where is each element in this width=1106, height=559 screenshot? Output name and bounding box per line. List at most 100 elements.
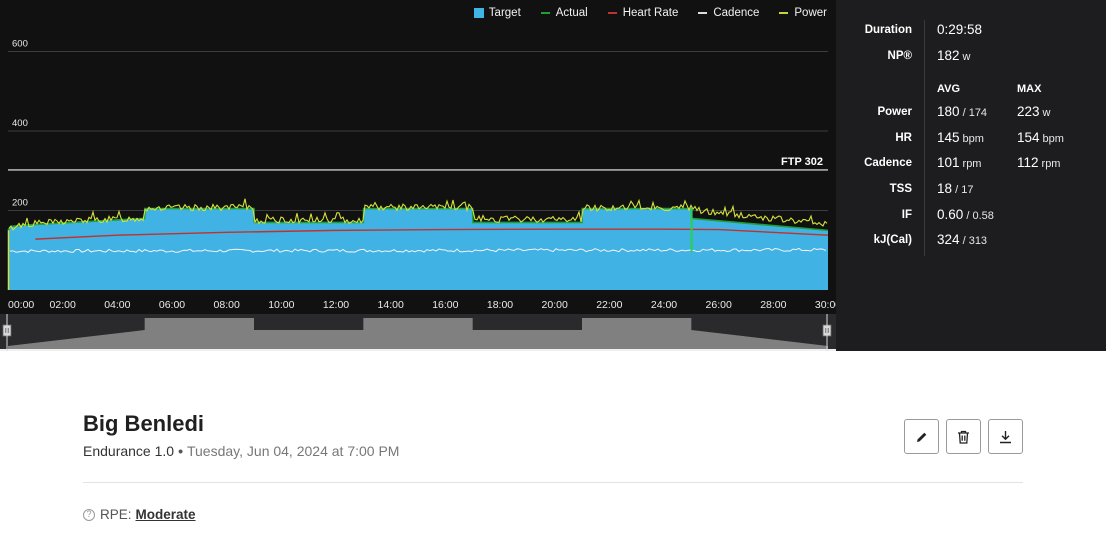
x-tick-label: 12:00	[323, 299, 349, 311]
stat-avg-unit: rpm	[962, 158, 982, 170]
stat-max-unit: w	[1042, 107, 1051, 119]
download-icon	[1000, 430, 1011, 443]
legend-swatch-cadence	[698, 12, 708, 14]
navigator-bottom-edge	[0, 349, 836, 351]
legend-swatch-actual	[540, 12, 550, 14]
stat-avg-secondary: / 174	[959, 107, 988, 119]
legend-item-power[interactable]: Power	[779, 7, 827, 19]
edit-button[interactable]	[904, 419, 939, 454]
power-line	[8, 198, 828, 231]
np-value: 182 w	[937, 48, 970, 63]
cadence-line	[9, 247, 827, 253]
trash-icon	[958, 430, 969, 444]
x-tick-label: 22:00	[596, 299, 622, 311]
x-tick-label: 06:00	[159, 299, 185, 311]
rpe-row: ? RPE: Moderate	[83, 507, 196, 522]
max-header: MAX	[1017, 83, 1042, 95]
x-tick-label: 20:00	[542, 299, 568, 311]
stat-label-kj-cal: kJ(Cal)	[873, 234, 912, 246]
stat-avg-tss: 18 / 17	[937, 181, 973, 196]
stat-avg-secondary: / 313	[959, 235, 988, 247]
stat-label-if: IF	[901, 209, 912, 221]
legend-swatch-target	[473, 8, 484, 18]
ftp-label: FTP 302	[781, 156, 823, 168]
meta-separator: •	[178, 443, 183, 459]
stat-label-tss: TSS	[889, 183, 912, 195]
workout-meta: Endurance 1.0 • Tuesday, Jun 04, 2024 at 7…	[83, 443, 399, 459]
stat-label-cadence: Cadence	[864, 157, 912, 169]
chart-legend: Target Actual Heart Rate Cadence Power	[454, 7, 827, 19]
stat-max-unit: bpm	[1042, 133, 1064, 145]
stat-max-cadence: 112 rpm	[1017, 155, 1060, 170]
legend-label-cadence: Cadence	[713, 7, 760, 19]
legend-swatch-power	[779, 12, 789, 14]
avg-header: AVG	[937, 83, 961, 95]
workout-chart-panel: 200 400 600 FTP 302 00:00 02:00 04:00 06:00 08:0…	[0, 0, 836, 351]
download-button[interactable]	[988, 419, 1023, 454]
legend-label-heart-rate: Heart Rate	[622, 7, 679, 19]
stat-label-power: Power	[877, 106, 912, 118]
x-tick-label: 16:00	[432, 299, 458, 311]
stat-avg-if: 0.60 / 0.58	[937, 207, 994, 222]
legend-item-target[interactable]: Target	[473, 7, 521, 19]
help-icon[interactable]: ?	[83, 508, 95, 521]
x-tick-label: 02:00	[50, 299, 76, 311]
legend-label-actual: Actual	[555, 7, 588, 19]
stat-max-number: 223	[1017, 104, 1040, 119]
workout-title: Big Benledi	[83, 411, 205, 436]
x-tick-label: 24:00	[651, 299, 677, 311]
stat-avg-cadence: 101 rpm	[937, 155, 981, 170]
y-tick-label: 400	[12, 118, 28, 129]
workout-chart: 200 400 600 FTP 302 00:00 02:00 04:00 06:00 08:0…	[0, 39, 836, 351]
stats-divider	[924, 20, 925, 256]
heart-rate-line	[35, 228, 829, 240]
legend-item-cadence[interactable]: Cadence	[698, 7, 759, 19]
stat-max-hr: 154 bpm	[1017, 130, 1064, 145]
x-tick-label: 14:00	[378, 299, 404, 311]
stat-avg-secondary: / 17	[952, 184, 974, 196]
np-label: NP®	[887, 50, 912, 62]
x-tick-label: 04:00	[104, 299, 130, 311]
np-unit: w	[962, 51, 971, 63]
stat-max-unit: rpm	[1041, 158, 1061, 170]
duration-value: 0:29:58	[937, 22, 983, 37]
stat-avg-number: 0.60	[937, 207, 964, 222]
stat-avg-number: 180	[937, 104, 960, 119]
stat-avg-number: 145	[937, 130, 960, 145]
rpe-value-link[interactable]: Moderate	[135, 507, 196, 522]
stat-avg-unit: bpm	[962, 133, 984, 145]
x-tick-label: 18:00	[487, 299, 513, 311]
workout-date: Tuesday, Jun 04, 2024 at 7:00 PM	[186, 443, 400, 459]
stat-avg-number: 18	[937, 181, 953, 196]
y-tick-label: 200	[12, 198, 28, 209]
stat-avg-number: 101	[937, 155, 960, 170]
legend-label-target: Target	[488, 7, 521, 19]
stat-avg-secondary: / 0.58	[963, 210, 994, 222]
section-divider	[83, 482, 1023, 483]
y-tick-label: 600	[12, 39, 28, 50]
legend-label-power: Power	[794, 7, 827, 19]
stat-max-number: 112	[1017, 155, 1039, 170]
x-tick-label: 00:00	[8, 299, 34, 311]
stat-avg-kj-cal: 324 / 313	[937, 232, 987, 247]
legend-swatch-heart-rate	[607, 12, 617, 14]
stat-avg-number: 324	[937, 232, 960, 247]
legend-item-actual[interactable]: Actual	[540, 7, 588, 19]
x-tick-label: 26:00	[706, 299, 732, 311]
np-number: 182	[937, 48, 960, 63]
legend-item-heart-rate[interactable]: Heart Rate	[607, 7, 679, 19]
x-tick-label: 10:00	[268, 299, 294, 311]
workout-plan: Endurance 1.0	[83, 443, 175, 459]
stat-avg-hr: 145 bpm	[937, 130, 984, 145]
stat-max-power: 223 w	[1017, 104, 1050, 119]
pencil-icon	[916, 432, 926, 442]
x-tick-label: 30:00	[815, 299, 836, 311]
x-tick-label: 28:00	[760, 299, 786, 311]
duration-label: Duration	[864, 24, 912, 36]
stat-avg-power: 180 / 174	[937, 104, 987, 119]
stats-panel: Duration 0:29:58 NP® 182 w AVG MAX Power 1…	[836, 0, 1106, 351]
stat-max-number: 154	[1017, 130, 1040, 145]
delete-button[interactable]	[946, 419, 981, 454]
rpe-label: RPE:	[100, 507, 132, 522]
